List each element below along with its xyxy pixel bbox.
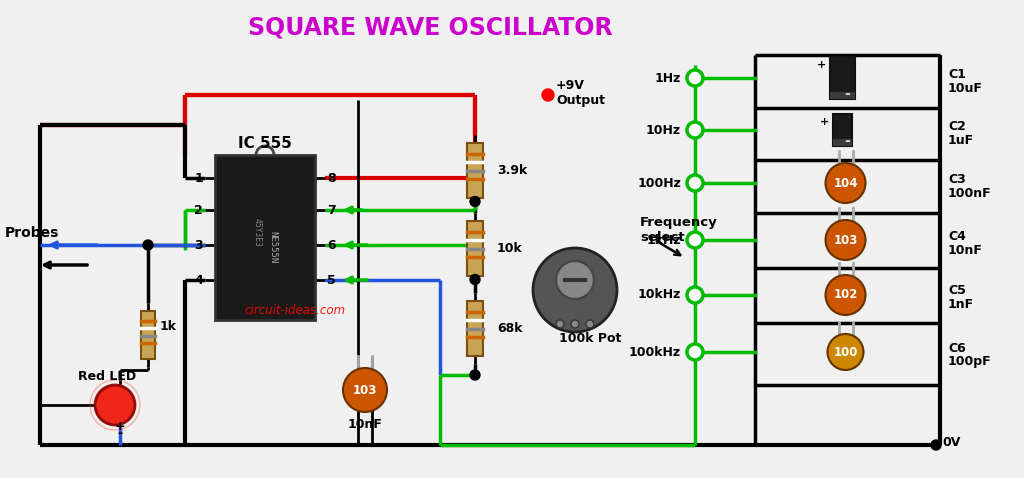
- Text: 10kHz: 10kHz: [638, 289, 681, 302]
- Text: 100k Pot: 100k Pot: [559, 332, 622, 345]
- Circle shape: [687, 175, 703, 191]
- Text: 10nF: 10nF: [948, 243, 983, 257]
- Text: 1uF: 1uF: [948, 133, 974, 146]
- Circle shape: [470, 370, 480, 380]
- Text: 102: 102: [834, 289, 858, 302]
- Text: 1nF: 1nF: [948, 298, 974, 312]
- Text: 100nF: 100nF: [948, 186, 991, 199]
- Text: 103: 103: [834, 233, 858, 247]
- Text: 10k: 10k: [497, 241, 522, 254]
- Circle shape: [534, 248, 617, 332]
- Circle shape: [470, 196, 480, 206]
- Bar: [141, 311, 155, 359]
- Text: C2: C2: [948, 120, 966, 132]
- Text: IC 555: IC 555: [238, 135, 292, 151]
- Text: +: +: [820, 117, 829, 127]
- Circle shape: [571, 320, 579, 328]
- Circle shape: [825, 163, 865, 203]
- Circle shape: [343, 368, 387, 412]
- Text: 100pF: 100pF: [948, 356, 991, 369]
- Circle shape: [931, 440, 941, 450]
- Text: Red LED: Red LED: [78, 370, 136, 383]
- Text: 7: 7: [327, 204, 336, 217]
- Text: +: +: [115, 421, 125, 434]
- Circle shape: [687, 344, 703, 360]
- Text: 10uF: 10uF: [948, 82, 983, 95]
- Circle shape: [556, 261, 594, 299]
- Bar: [830, 57, 855, 99]
- Text: NE555N: NE555N: [268, 231, 278, 264]
- Text: Frequency
select: Frequency select: [640, 216, 718, 244]
- Circle shape: [687, 122, 703, 138]
- Text: 1kHz: 1kHz: [646, 233, 681, 247]
- Text: 10Hz: 10Hz: [646, 123, 681, 137]
- Circle shape: [542, 89, 554, 101]
- Text: 1Hz: 1Hz: [654, 72, 681, 85]
- Text: -: -: [845, 134, 850, 148]
- Circle shape: [143, 240, 153, 250]
- Text: 6: 6: [327, 239, 336, 251]
- Text: 8: 8: [327, 172, 336, 185]
- Bar: [467, 301, 483, 356]
- Text: Probes: Probes: [5, 226, 59, 240]
- Bar: [833, 114, 852, 146]
- Circle shape: [95, 385, 135, 425]
- Text: 68k: 68k: [497, 322, 522, 335]
- Circle shape: [825, 220, 865, 260]
- Text: 1: 1: [195, 172, 203, 185]
- Text: 45Y3E3: 45Y3E3: [253, 218, 261, 247]
- Bar: [830, 92, 855, 99]
- Text: +: +: [817, 60, 826, 70]
- Circle shape: [827, 334, 863, 370]
- Text: 104: 104: [834, 176, 858, 189]
- Text: C5: C5: [948, 284, 966, 297]
- Text: C3: C3: [948, 173, 966, 185]
- Bar: [467, 142, 483, 197]
- Text: C4: C4: [948, 229, 966, 242]
- Text: 1k: 1k: [160, 321, 177, 334]
- Text: 3: 3: [195, 239, 203, 251]
- Text: 103: 103: [353, 383, 377, 396]
- Text: -: -: [118, 426, 123, 439]
- Circle shape: [687, 232, 703, 248]
- Text: 3.9k: 3.9k: [497, 163, 527, 176]
- Text: 5: 5: [327, 273, 336, 286]
- Text: C1: C1: [948, 67, 966, 80]
- Text: 100kHz: 100kHz: [629, 346, 681, 358]
- Circle shape: [470, 274, 480, 284]
- Text: +9V
Output: +9V Output: [556, 79, 605, 107]
- Bar: [215, 155, 315, 320]
- Bar: [833, 139, 852, 146]
- Text: 10nF: 10nF: [347, 419, 382, 432]
- Text: 4: 4: [195, 273, 203, 286]
- Bar: [467, 220, 483, 275]
- Circle shape: [687, 287, 703, 303]
- Text: 100Hz: 100Hz: [637, 176, 681, 189]
- Circle shape: [825, 275, 865, 315]
- Text: 100: 100: [834, 346, 858, 358]
- Circle shape: [687, 70, 703, 86]
- Text: C6: C6: [948, 341, 966, 355]
- Text: 2: 2: [195, 204, 203, 217]
- Circle shape: [586, 320, 594, 328]
- Text: -: -: [845, 87, 850, 101]
- Text: SQUARE WAVE OSCILLATOR: SQUARE WAVE OSCILLATOR: [248, 15, 612, 39]
- Text: 0V: 0V: [942, 435, 961, 448]
- Text: circuit-ideas.com: circuit-ideas.com: [245, 304, 345, 316]
- Circle shape: [556, 320, 564, 328]
